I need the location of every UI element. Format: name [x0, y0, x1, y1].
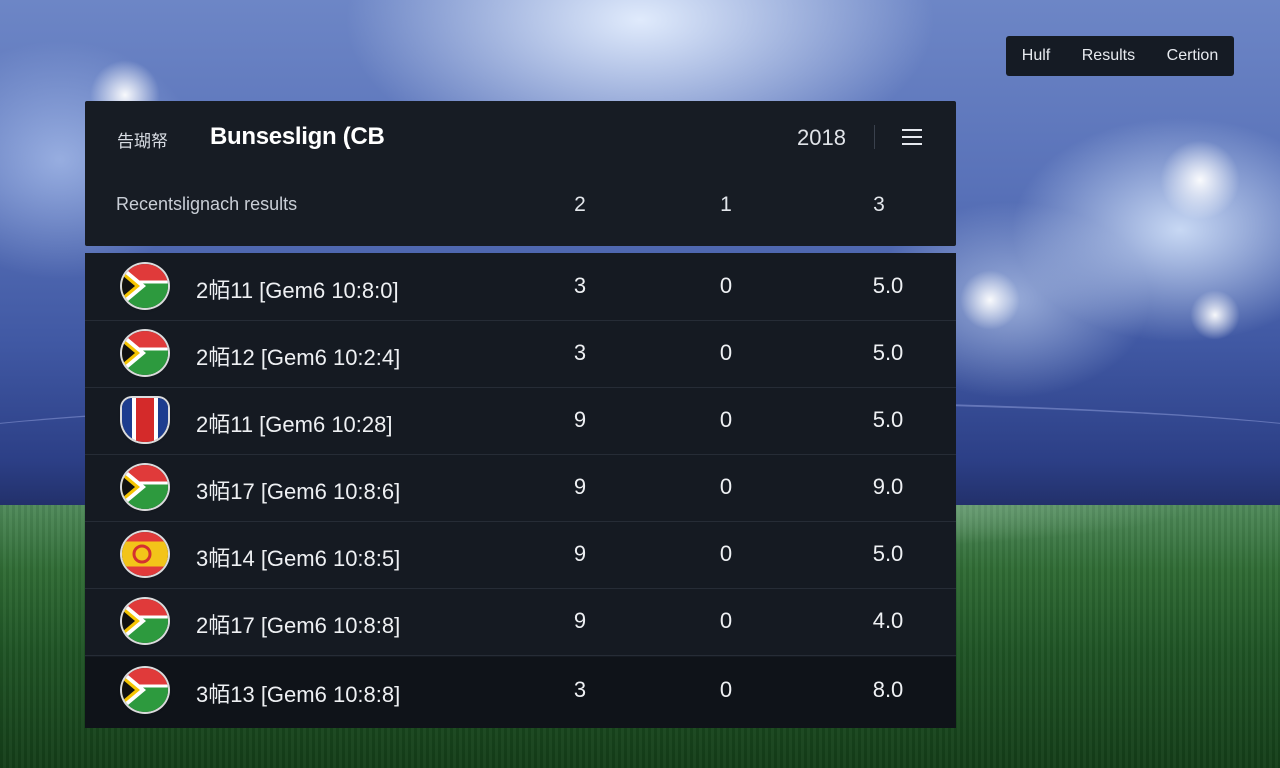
red-yellow-flag-icon — [122, 532, 168, 576]
match-label: 2帞12 [Gem6 10:2:4] — [196, 345, 401, 370]
cell-col1: 9 — [573, 474, 587, 499]
table-row[interactable]: 3帞14 [Gem6 10:8:5] 9 0 5.0 — [85, 521, 956, 589]
menu-icon[interactable] — [902, 129, 922, 145]
striped-shield-flag-icon — [122, 398, 168, 442]
cell-col2: 0 — [719, 407, 733, 432]
match-label: 3帞17 [Gem6 10:8:6] — [196, 479, 401, 504]
cell-col3: 8.0 — [872, 677, 904, 702]
table-row[interactable]: 2帞11 [Gem6 10:8:0] 3 0 5.0 — [85, 253, 956, 321]
cell-col3: 5.0 — [872, 407, 904, 432]
table-row[interactable]: 3帞17 [Gem6 10:8:6] 9 0 9.0 — [85, 454, 956, 522]
brand-text: 告瑚帑 — [117, 132, 168, 151]
cell-col2: 0 — [719, 340, 733, 365]
cell-col1: 9 — [573, 608, 587, 633]
top-nav: Hulf Results Certion — [1006, 36, 1234, 76]
column-header: 3 — [873, 193, 885, 216]
cell-col2: 0 — [719, 608, 733, 633]
cell-col2: 0 — [719, 677, 733, 702]
nav-item-certion[interactable]: Certion — [1166, 47, 1219, 64]
match-label: 3帞14 [Gem6 10:8:5] — [196, 546, 401, 571]
match-label: 2帞11 [Gem6 10:28] — [196, 412, 393, 437]
south-africa-flag-icon — [122, 599, 168, 643]
results-header-panel: 告瑚帑 Bunseslign (CB 2018 Recentslignach r… — [85, 101, 956, 246]
column-header: 2 — [574, 193, 586, 216]
cell-col3: 5.0 — [872, 541, 904, 566]
cell-col3: 9.0 — [872, 474, 904, 499]
results-table: 2帞11 [Gem6 10:8:0] 3 0 5.0 2帞12 [Gem6 10… — [85, 253, 956, 728]
stadium-light — [1160, 140, 1240, 220]
cell-col2: 0 — [719, 541, 733, 566]
cell-col3: 4.0 — [872, 608, 904, 633]
stadium-light — [960, 270, 1020, 330]
south-africa-flag-icon — [122, 331, 168, 375]
match-label: 2帞17 [Gem6 10:8:8] — [196, 613, 401, 638]
cell-col3: 5.0 — [872, 340, 904, 365]
cell-col1: 3 — [573, 273, 587, 298]
cell-col1: 9 — [573, 541, 587, 566]
season-year[interactable]: 2018 — [797, 125, 846, 150]
nav-item-results[interactable]: Results — [1081, 47, 1136, 64]
south-africa-flag-icon — [122, 465, 168, 509]
table-row[interactable]: 2帞12 [Gem6 10:2:4] 3 0 5.0 — [85, 320, 956, 388]
cell-col3: 5.0 — [872, 273, 904, 298]
match-label: 3帞13 [Gem6 10:8:8] — [196, 682, 401, 707]
cell-col1: 3 — [573, 340, 587, 365]
table-row[interactable]: 2帞17 [Gem6 10:8:8] 9 0 4.0 — [85, 588, 956, 656]
stadium-light — [1190, 290, 1240, 340]
table-row[interactable]: 2帞11 [Gem6 10:28] 9 0 5.0 — [85, 387, 956, 455]
match-label: 2帞11 [Gem6 10:8:0] — [196, 278, 399, 303]
cell-col2: 0 — [719, 474, 733, 499]
cell-col2: 0 — [719, 273, 733, 298]
cell-col1: 3 — [573, 677, 587, 702]
south-africa-flag-icon — [122, 668, 168, 712]
table-row[interactable]: 3帞13 [Gem6 10:8:8] 3 0 8.0 — [85, 657, 956, 728]
nav-item-hulf[interactable]: Hulf — [1021, 47, 1051, 64]
cell-col1: 9 — [573, 407, 587, 432]
header-divider — [874, 125, 875, 149]
section-subtitle: Recentslignach results — [116, 194, 298, 214]
column-header: 1 — [720, 193, 732, 216]
south-africa-flag-icon — [122, 264, 168, 308]
page-title: Bunseslign (CB — [210, 123, 385, 150]
